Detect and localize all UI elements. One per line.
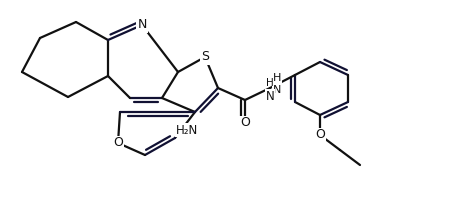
Text: H
N: H N [273,73,281,95]
Text: O: O [240,116,250,130]
Text: H: H [266,78,274,88]
Text: O: O [315,129,325,141]
Text: S: S [201,51,209,64]
Text: O: O [113,136,123,149]
Text: N: N [266,90,274,103]
Text: H₂N: H₂N [176,124,198,136]
Text: N: N [137,19,147,32]
